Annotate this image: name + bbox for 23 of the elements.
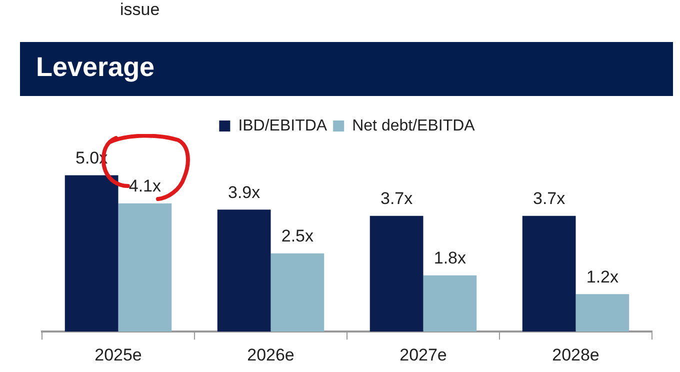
legend-label: IBD/EBITDA: [238, 117, 328, 134]
x-tick-label: 2027e: [400, 345, 447, 364]
bar: [217, 210, 271, 332]
bar: [118, 203, 172, 332]
bar: [522, 216, 576, 332]
x-tick-label: 2026e: [247, 345, 294, 364]
legend-label: Net debt/EBITDA: [352, 117, 476, 134]
data-label: 2.5x: [281, 226, 314, 246]
data-label: 1.2x: [586, 267, 619, 286]
x-tick-label: 2028e: [552, 345, 600, 364]
bar: [370, 216, 424, 332]
text: issue: [120, 0, 160, 20]
x-tick-label: 2025e: [94, 345, 142, 364]
bar: [64, 175, 118, 332]
data-label: 1.8x: [434, 248, 466, 268]
data-label: 3.7x: [380, 189, 414, 208]
chart-title: Leverage: [36, 52, 155, 83]
data-label: 3.7x: [532, 189, 566, 208]
data-label: 4.1x: [128, 176, 162, 196]
bar: [423, 275, 477, 332]
bar: [576, 294, 630, 332]
bar: [270, 253, 324, 332]
data-label: 3.9x: [228, 182, 261, 202]
